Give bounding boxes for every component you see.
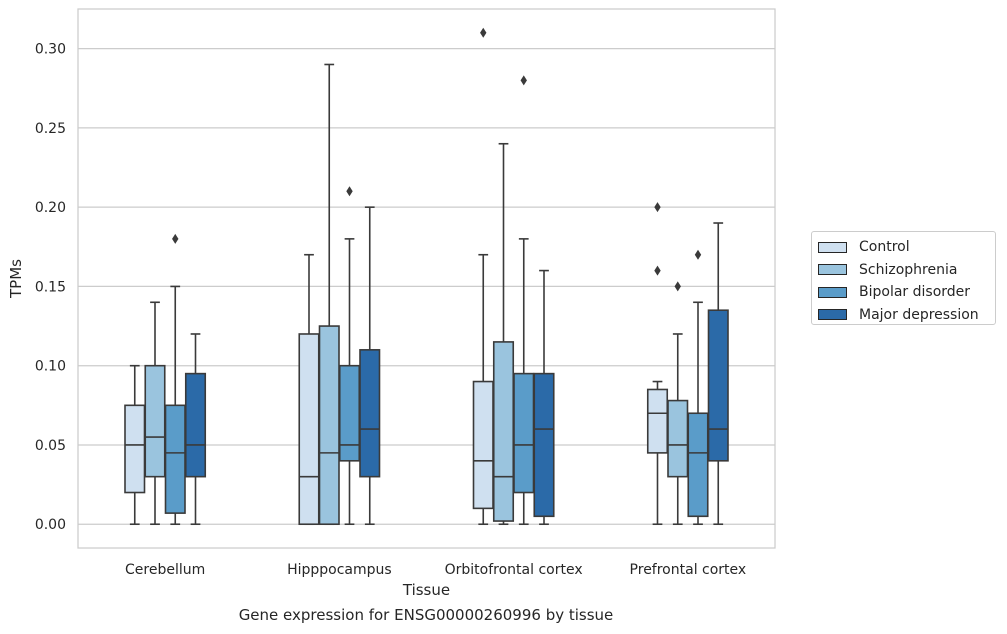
box-body	[492, 341, 515, 522]
box-control	[646, 202, 669, 526]
legend-swatch	[818, 264, 847, 276]
box-schizophrenia	[667, 281, 689, 526]
box-body	[646, 388, 669, 454]
legend-swatch	[818, 241, 847, 253]
box-schizophrenia	[144, 301, 166, 526]
y-tick-label: 0.05	[35, 438, 66, 454]
box-body	[513, 372, 535, 494]
box-major-depression	[184, 333, 207, 526]
outlier-marker	[654, 202, 661, 213]
y-tick-label: 0.00	[35, 517, 66, 533]
y-tick-label: 0.25	[35, 121, 66, 137]
box-major-depression	[533, 269, 555, 526]
box-body	[472, 380, 494, 510]
box-body	[533, 372, 555, 518]
box-bipolar-disorder	[513, 75, 535, 526]
box-body	[124, 404, 146, 494]
box-control	[472, 27, 494, 526]
box-schizophrenia	[318, 63, 340, 526]
legend-item: Schizophrenia	[818, 259, 989, 282]
outlier-marker	[674, 281, 681, 292]
box-body	[687, 412, 709, 518]
box-body	[707, 309, 729, 462]
box-body	[359, 349, 381, 478]
outlier-marker	[480, 27, 487, 38]
y-tick-label: 0.30	[35, 42, 66, 58]
box-major-depression	[707, 222, 729, 526]
box-control	[124, 364, 146, 526]
legend-swatch	[818, 286, 847, 298]
legend-item: Bipolar disorder	[818, 281, 989, 304]
legend-swatch	[818, 309, 847, 321]
x-axis-ticks: Cerebellum Hipppocampus Orbitofrontal cort…	[125, 562, 746, 578]
y-tick-label: 0.20	[35, 200, 66, 216]
legend-label: Bipolar disorder	[859, 284, 971, 301]
y-tick-label: 0.15	[35, 279, 66, 295]
box-control	[298, 253, 320, 526]
y-axis-ticks: 0.00 0.05 0.10 0.15 0.20 0.25 0.30	[35, 42, 66, 534]
chart-caption: Gene expression for ENSG00000260996 by t…	[238, 606, 614, 624]
box-body	[184, 372, 207, 478]
box-groups	[124, 27, 729, 526]
box-schizophrenia	[492, 142, 515, 526]
box-bipolar-disorder	[687, 249, 709, 526]
x-tick-label: Hipppocampus	[287, 562, 392, 578]
x-tick-label: Orbitofrontal cortex	[445, 562, 583, 578]
box-body	[144, 364, 166, 478]
outlier-marker	[654, 265, 661, 276]
legend: Control Schizophrenia Bipolar disorder Majo…	[811, 231, 996, 325]
box-body	[338, 364, 361, 462]
box-body	[298, 333, 320, 526]
y-tick-label: 0.10	[35, 359, 66, 375]
box-bipolar-disorder	[338, 186, 361, 526]
y-axis-label: TPMs	[7, 259, 25, 299]
legend-item: Major depression	[818, 304, 989, 327]
box-body	[318, 325, 340, 526]
box-major-depression	[359, 206, 381, 526]
outlier-marker	[694, 249, 702, 260]
x-axis-label: Tissue	[402, 581, 450, 599]
box-bipolar-disorder	[164, 233, 186, 526]
box-body	[667, 399, 689, 478]
legend-label: Control	[859, 239, 910, 256]
outlier-marker	[520, 75, 527, 86]
x-tick-label: Prefrontal cortex	[630, 562, 747, 578]
legend-label: Schizophrenia	[859, 261, 958, 278]
legend-item: Control	[818, 236, 989, 259]
outlier-marker	[346, 186, 353, 197]
plot-frame	[77, 8, 776, 549]
legend-label: Major depression	[859, 306, 979, 323]
outlier-marker	[172, 233, 179, 244]
x-tick-label: Cerebellum	[125, 562, 205, 578]
box-body	[164, 404, 186, 514]
